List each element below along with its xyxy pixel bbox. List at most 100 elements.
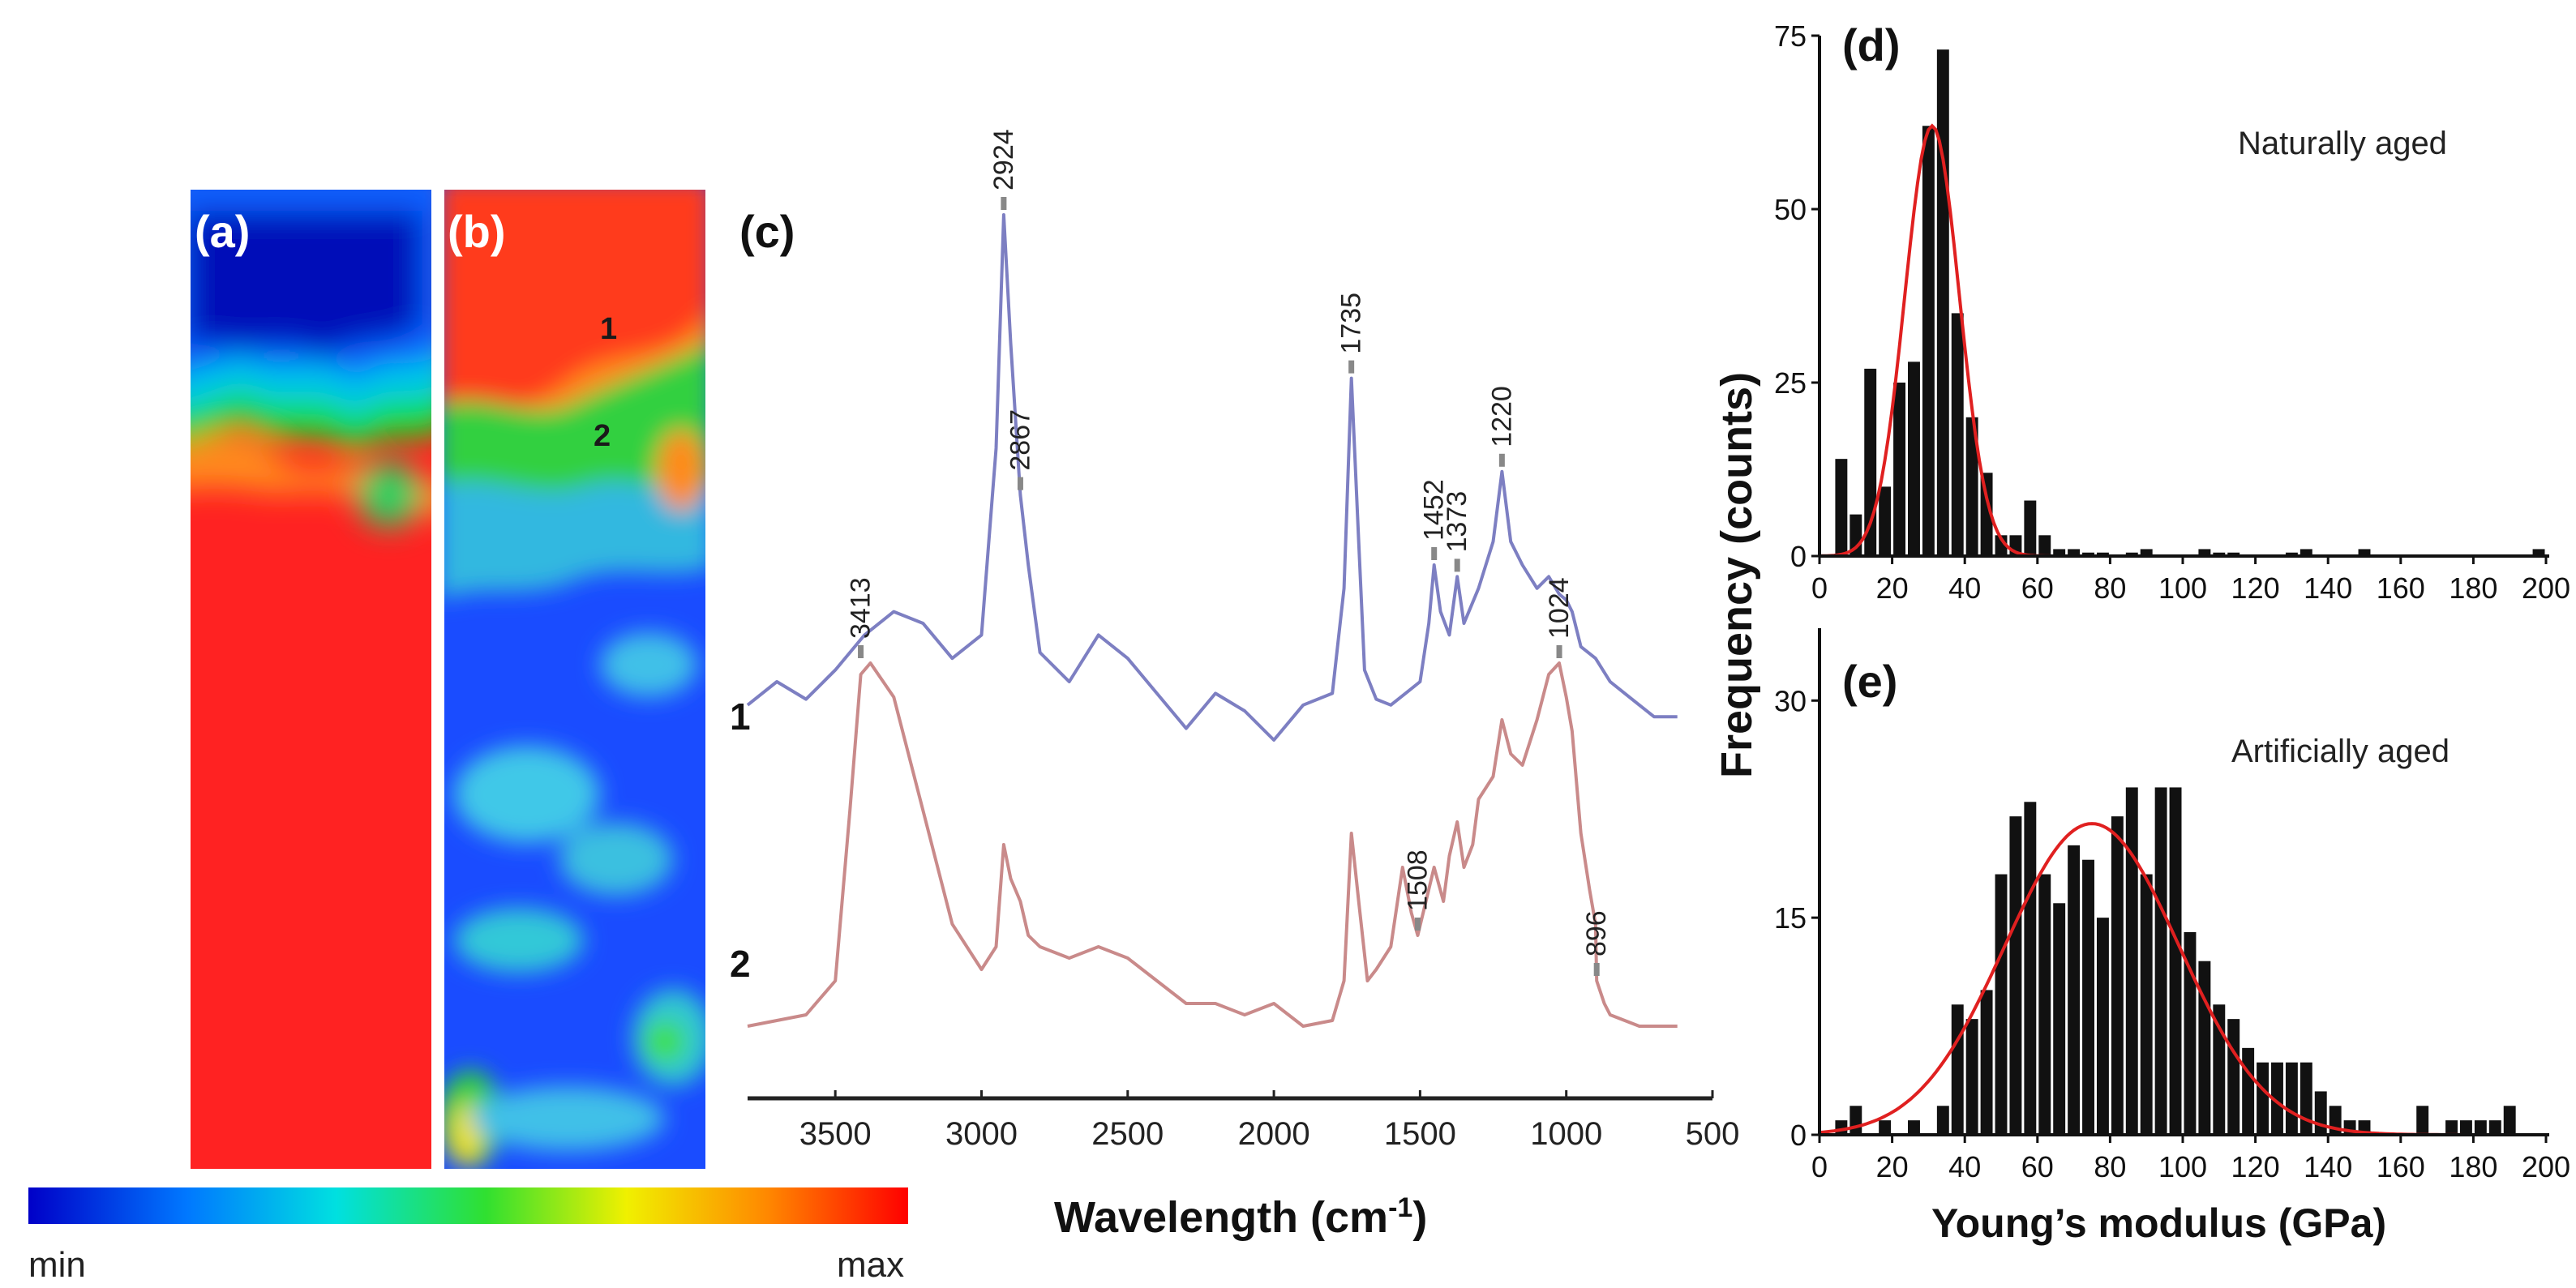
frequency-axis-title: Frequency (counts) <box>1712 372 1761 778</box>
histogram-bar <box>2300 549 2312 556</box>
colorbar-min-label: min <box>28 1245 86 1285</box>
panel-b-label: (b) <box>448 206 506 257</box>
histogram-x-tick-label: 0 <box>1811 1150 1828 1183</box>
histogram-y-tick-label: 75 <box>1774 19 1807 53</box>
histogram-x-tick-label: 180 <box>2449 1150 2497 1183</box>
peak-label: 1024 <box>1544 577 1575 639</box>
histogram-bar <box>2096 552 2109 556</box>
histogram-natural-title: Naturally aged <box>2238 126 2447 161</box>
histogram-bar <box>2416 1106 2429 1135</box>
histogram-bar <box>2009 816 2022 1135</box>
histogram-bar <box>1879 486 1892 556</box>
histogram-bar <box>2125 552 2138 556</box>
histogram-x-tick-label: 200 <box>2522 571 2570 605</box>
histogram-y-tick-label: 50 <box>1774 193 1807 226</box>
histogram-bar <box>2184 932 2197 1135</box>
histogram-bar <box>1951 1004 1964 1135</box>
histogram-bar <box>2082 552 2094 556</box>
histogram-bar <box>2271 1062 2283 1135</box>
histogram-x-tick-label: 80 <box>2094 1150 2126 1183</box>
histogram-bar <box>2068 845 2081 1135</box>
spectrum-1-line <box>746 213 1678 742</box>
histogram-bar <box>1980 990 1993 1135</box>
map-b-point-1: 1 <box>600 312 617 346</box>
peak-label: 896 <box>1581 910 1612 956</box>
histogram-bar <box>2198 549 2211 556</box>
panel-d-label: (d) <box>1842 19 1901 71</box>
histogram-bar <box>2068 549 2081 556</box>
map-b-point-2: 2 <box>594 419 611 453</box>
map-b: (b) 1 2 <box>444 190 705 1169</box>
spectra-x-title-close: ) <box>1412 1193 1427 1242</box>
spectra-x-axis-title: Wavelength (cm-1) <box>1054 1192 1427 1242</box>
histogram-bar <box>1980 473 1993 556</box>
histogram-bar <box>2038 535 2051 556</box>
histogram-bar <box>2503 1106 2516 1135</box>
histogram-bar <box>2213 552 2226 556</box>
peak-label: 2924 <box>988 129 1019 190</box>
histogram-bar <box>2459 1120 2472 1135</box>
spectra-x-title-sup: -1 <box>1388 1192 1412 1223</box>
histogram-bar <box>2125 787 2138 1135</box>
histogram-x-tick-label: 80 <box>2094 571 2126 605</box>
spectra-x-tick-label: 3500 <box>799 1116 872 1152</box>
histogram-x-tick-label: 20 <box>1876 1150 1909 1183</box>
histogram-x-tick-label: 120 <box>2231 1150 2280 1183</box>
histogram-bar <box>2213 1004 2226 1135</box>
histogram-bar <box>2358 549 2371 556</box>
histogram-y-tick-label: 15 <box>1774 901 1807 935</box>
histogram-bar <box>2053 903 2066 1135</box>
histogram-bar <box>2532 549 2545 556</box>
histogram-bar <box>1965 417 1978 556</box>
spectrum-2-line <box>747 661 1678 1028</box>
histogram-y-tick-label: 30 <box>1774 684 1807 717</box>
histogram-bar <box>2082 859 2094 1135</box>
histogram-artificial-axes: 0 20 40 60 80 100 120 140 160 180 200 0 15 30 <box>1774 628 2570 1183</box>
histogram-bar <box>2474 1120 2487 1135</box>
histogram-artificial-title: Artificially aged <box>2231 734 2450 769</box>
histogram-bar <box>2169 787 2182 1135</box>
colorbar: min max <box>28 1187 908 1285</box>
peak-label: 3413 <box>846 577 877 639</box>
histogram-bar <box>2024 500 2037 556</box>
peak-label: 1452 <box>1419 479 1450 541</box>
histogram-bar <box>1922 126 1935 556</box>
histogram-natural-bars <box>1835 49 2545 557</box>
spectrum-1-label: 1 <box>730 695 751 738</box>
histogram-x-tick-label: 120 <box>2231 571 2280 605</box>
peak-label: 1220 <box>1486 386 1517 447</box>
histogram-bar <box>2111 816 2124 1135</box>
histogram-bar <box>2227 552 2240 556</box>
histogram-x-tick-label: 140 <box>2304 571 2352 605</box>
histogram-x-tick-label: 40 <box>1948 1150 1981 1183</box>
histogram-x-tick-label: 140 <box>2304 1150 2352 1183</box>
histogram-x-tick-label: 160 <box>2377 1150 2425 1183</box>
histogram-y-tick-label: 25 <box>1774 366 1807 400</box>
histogram-x-tick-label: 20 <box>1876 571 1909 605</box>
spectra-x-tick-label: 500 <box>1686 1116 1740 1152</box>
spectra-x-tick-label: 1500 <box>1384 1116 1456 1152</box>
panel-e-label: (e) <box>1842 656 1897 707</box>
panel-c-label: (c) <box>739 206 795 257</box>
histogram-bar <box>2024 802 2037 1135</box>
histogram-bar <box>2285 1062 2298 1135</box>
histogram-bar <box>2140 874 2153 1135</box>
histogram-x-tick-label: 180 <box>2449 571 2497 605</box>
spectra-series <box>746 213 1678 1028</box>
histogram-x-tick-label: 100 <box>2158 571 2207 605</box>
spectra-x-tick-label: 1000 <box>1530 1116 1602 1152</box>
histogram-bar <box>2285 552 2298 556</box>
histogram-bar <box>1995 874 2008 1135</box>
colorbar-max-label: max <box>837 1245 904 1285</box>
histogram-bar <box>1936 49 1949 557</box>
histogram-bar <box>2314 1091 2327 1135</box>
panel-a-label: (a) <box>195 206 250 257</box>
spectra-x-tick-label: 3000 <box>945 1116 1018 1152</box>
histogram-x-tick-label: 160 <box>2377 571 2425 605</box>
histogram-x-tick-label: 40 <box>1948 571 1981 605</box>
histogram-bar <box>2300 1062 2312 1135</box>
histogram-bar <box>1908 1120 1920 1135</box>
